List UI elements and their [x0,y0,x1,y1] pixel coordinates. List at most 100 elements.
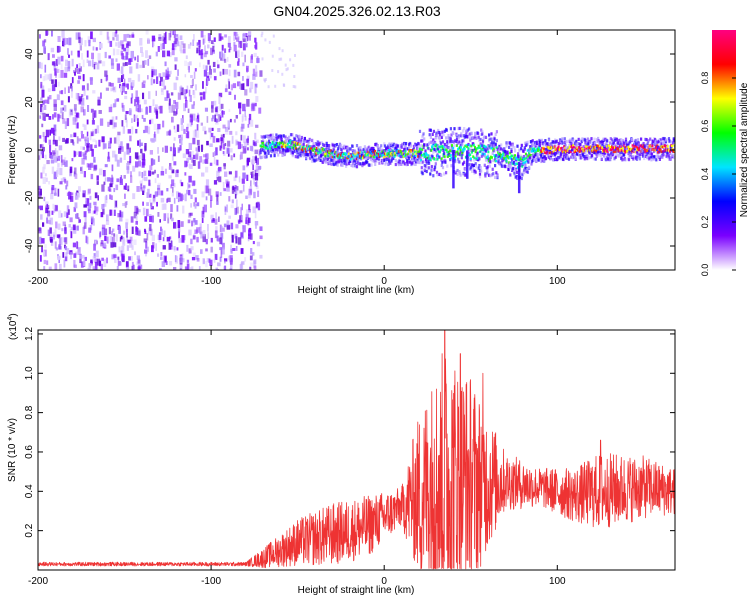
noise-speck [197,145,200,152]
noise-speck [46,30,49,35]
signal-cell [657,145,660,149]
noise-speck [267,85,270,89]
noise-speck [122,62,126,67]
noise-speck [229,130,233,135]
signal-cell [481,140,485,144]
noise-speck [211,127,214,131]
signal-cell [455,133,458,137]
noise-speck [190,267,193,270]
noise-speck [93,201,97,206]
noise-speck [254,149,258,155]
signal-core-cell [338,154,341,157]
signal-cell [600,157,603,161]
signal-core-cell [449,149,452,152]
signal-cell [468,127,471,131]
signal-cell [422,156,425,160]
noise-speck [202,91,206,100]
noise-speck [124,201,127,208]
noise-speck [113,254,117,258]
noise-speck [198,266,201,270]
noise-speck [144,249,148,254]
signal-cell [366,148,369,152]
signal-cell [354,150,357,154]
signal-cell [429,172,432,176]
signal-cell [595,138,598,142]
noise-speck [148,105,152,113]
noise-speck [173,34,176,39]
signal-cell [326,157,329,161]
noise-speck [44,244,47,249]
noise-speck [79,37,83,45]
noise-speck [123,152,126,160]
noise-speck [48,116,52,120]
signal-cell [417,142,420,146]
signal-core-cell [397,150,400,153]
signal-core-cell [438,150,441,154]
signal-cell [465,130,468,134]
noise-speck [150,158,154,166]
noise-speck [40,172,43,179]
signal-cell [491,151,494,155]
signal-cell [311,155,314,159]
noise-speck [38,185,41,191]
colorbar-tick-label: 0.4 [700,168,710,181]
noise-speck [57,188,60,197]
signal-cell [336,163,339,167]
noise-speck [179,179,182,184]
signal-cell [527,157,530,161]
noise-speck [216,170,220,178]
signal-cell [282,147,285,152]
signal-cell [559,154,562,159]
noise-speck [212,43,215,48]
signal-core-cell [571,145,573,148]
noise-speck [93,253,96,259]
noise-speck [49,129,51,136]
noise-speck [57,46,61,52]
signal-cell [311,159,314,163]
signal-cell [418,160,421,165]
noise-speck [101,257,104,261]
noise-speck [203,69,207,77]
signal-cell [307,140,310,144]
signal-cell [416,158,419,162]
noise-speck [138,154,141,160]
noise-speck [167,130,172,136]
noise-speck [69,195,74,202]
noise-speck [115,58,118,62]
noise-speck [196,258,200,262]
noise-speck [92,37,96,43]
noise-speck [182,48,186,54]
noise-speck [77,52,80,58]
signal-cell [491,140,494,144]
signal-cell [415,147,419,151]
noise-speck [72,141,75,146]
noise-speck [254,182,257,187]
noise-speck [137,55,139,63]
signal-core-cell [272,141,275,145]
noise-speck [74,173,78,179]
noise-speck [73,70,75,74]
signal-core-cell [271,142,274,146]
noise-speck [227,42,231,48]
noise-speck [219,224,222,233]
signal-core-cell [611,148,614,151]
signal-cell [302,152,305,156]
signal-cell [458,140,461,144]
signal-core-cell [340,154,343,157]
noise-speck [213,68,216,73]
noise-speck [253,265,257,270]
noise-speck [113,137,117,144]
signal-core-cell [470,144,473,148]
noise-speck [180,125,184,131]
noise-speck [252,156,255,164]
noise-speck [255,96,259,102]
signal-cell [540,154,543,158]
noise-speck [234,94,236,100]
noise-speck [217,64,220,69]
noise-speck [172,31,175,36]
noise-speck [153,69,157,76]
noise-speck [238,102,242,109]
signal-core-cell [265,146,268,149]
signal-cell [369,158,372,162]
signal-core-cell [385,154,388,158]
